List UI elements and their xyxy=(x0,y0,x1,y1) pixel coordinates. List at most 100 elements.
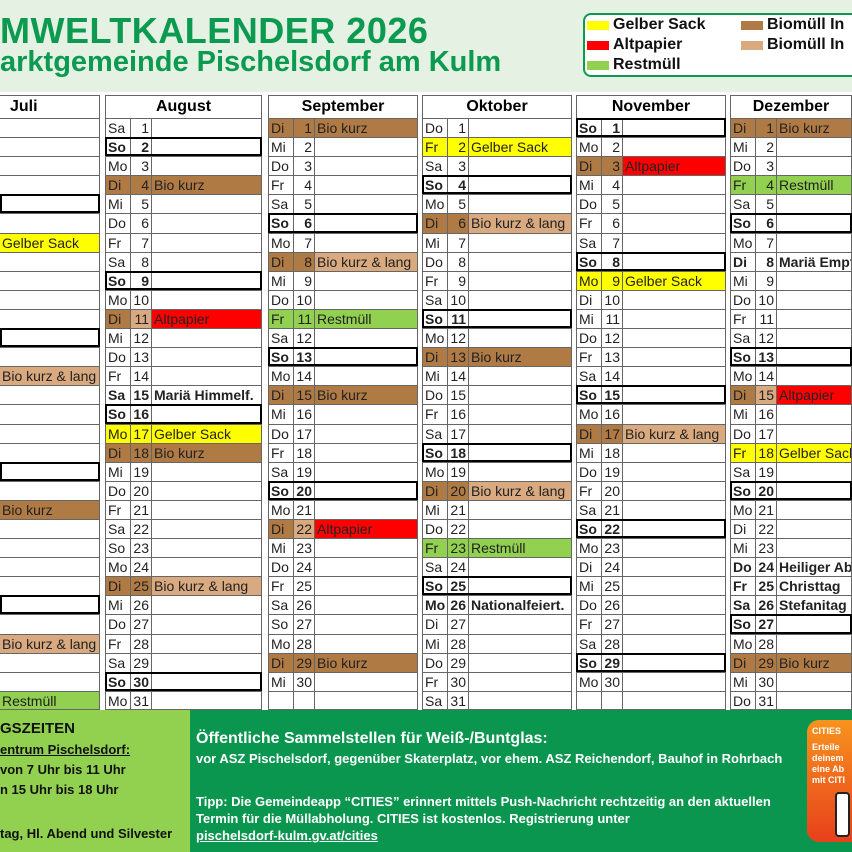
day-row[interactable]: Fr 23 Restmüll xyxy=(422,538,572,558)
day-row[interactable]: Do 6 xyxy=(105,213,262,233)
day-row[interactable]: Mo 21 xyxy=(730,499,852,519)
day-row[interactable]: Mo 19 xyxy=(422,461,572,481)
day-row[interactable]: Fr 27 xyxy=(576,614,726,634)
day-row[interactable]: Fr 25 xyxy=(268,576,418,596)
day-row[interactable]: Do 13 xyxy=(105,347,262,367)
day-row[interactable]: Fr 11 xyxy=(730,308,852,329)
day-row[interactable]: Do 8 xyxy=(422,251,572,271)
day-row[interactable]: So 6 xyxy=(268,213,418,233)
day-row[interactable]: Do 1 xyxy=(422,118,572,138)
day-row[interactable]: Di 13 Bio kurz xyxy=(422,347,572,367)
day-row[interactable]: Mo 10 xyxy=(105,289,262,309)
day-row[interactable]: So 1 xyxy=(576,118,726,138)
day-row[interactable]: Mi 4 xyxy=(576,175,726,195)
day-row[interactable]: Do 17 xyxy=(268,423,418,443)
day-row[interactable]: Mo 28 xyxy=(730,633,852,653)
day-row[interactable] xyxy=(0,156,100,176)
day-row[interactable] xyxy=(0,557,100,577)
day-row[interactable]: Do 5 xyxy=(576,194,726,214)
day-row[interactable] xyxy=(0,137,100,157)
day-row[interactable]: Mo 31 xyxy=(105,690,262,710)
day-row[interactable]: Di 22 xyxy=(730,518,852,539)
day-row[interactable] xyxy=(0,404,100,424)
day-row[interactable]: Di 6 Bio kurz & lang xyxy=(422,213,572,233)
day-row[interactable]: Mo 16 xyxy=(576,404,726,424)
day-row[interactable]: So 13 xyxy=(268,347,418,367)
day-row[interactable]: Mo 5 xyxy=(422,194,572,214)
day-row[interactable]: Sa 29 xyxy=(105,652,262,672)
day-row[interactable]: Mi 28 xyxy=(422,633,572,653)
day-row[interactable]: So 22 xyxy=(576,518,726,539)
day-row[interactable]: Mo 26 Nationalfeiert. xyxy=(422,595,572,615)
day-row[interactable]: Mi 5 xyxy=(105,194,262,214)
day-row[interactable]: Di 8 Bio kurz & lang xyxy=(268,251,418,271)
day-row[interactable] xyxy=(576,690,726,710)
day-row[interactable]: Do 17 xyxy=(730,423,852,443)
day-row[interactable]: Di 3 Altpapier xyxy=(576,156,726,176)
day-row[interactable]: Mi 9 xyxy=(268,270,418,290)
day-row[interactable]: Fr 4 Restmüll xyxy=(730,175,852,195)
day-row[interactable]: Mo 17 Gelber Sack xyxy=(105,423,262,443)
day-row[interactable]: Mi 30 xyxy=(268,671,418,691)
day-row[interactable]: Sa 19 xyxy=(730,461,852,481)
day-row[interactable]: Mo 7 xyxy=(730,232,852,252)
day-row[interactable]: Fr 25 Christtag xyxy=(730,576,852,596)
day-row[interactable]: Sa 17 xyxy=(422,423,572,443)
day-row[interactable] xyxy=(0,328,100,348)
day-row[interactable]: Fr 2 Gelber Sack xyxy=(422,137,572,157)
day-row[interactable]: Do 15 xyxy=(422,385,572,405)
day-row[interactable]: Mi 18 xyxy=(576,442,726,462)
day-row[interactable]: Mi 23 xyxy=(268,538,418,558)
day-row[interactable]: Fr 6 xyxy=(576,213,726,233)
day-row[interactable]: Di 27 xyxy=(422,614,572,634)
day-row[interactable]: Sa 31 xyxy=(422,690,572,710)
day-row[interactable]: So 27 xyxy=(730,614,852,634)
day-row[interactable]: Do 19 xyxy=(576,461,726,481)
day-row[interactable]: Fr 4 xyxy=(268,175,418,195)
day-row[interactable]: Di 29 Bio kurz xyxy=(730,652,852,672)
day-row[interactable]: Sa 26 Stefanitag xyxy=(730,595,852,615)
cities-app-promo[interactable]: CITIES Erteile deinem eine Ab mit CITI xyxy=(807,720,852,842)
day-row[interactable]: So 18 xyxy=(422,442,572,462)
day-row[interactable] xyxy=(0,480,100,500)
day-row[interactable] xyxy=(0,118,100,138)
day-row[interactable]: So 8 xyxy=(576,251,726,271)
day-row[interactable]: Fr 18 Gelber Sack xyxy=(730,442,852,462)
day-row[interactable]: Di 17 Bio kurz & lang xyxy=(576,423,726,443)
day-row[interactable]: Di 1 Bio kurz xyxy=(268,118,418,138)
day-row[interactable]: Fr 20 xyxy=(576,480,726,500)
day-row[interactable]: Bio kurz & lang xyxy=(0,633,100,653)
day-row[interactable]: Do 3 xyxy=(730,156,852,176)
day-row[interactable]: Di 8 Mariä Empf xyxy=(730,251,852,271)
day-row[interactable]: Di 24 xyxy=(576,557,726,577)
day-row[interactable]: Fr 30 xyxy=(422,671,572,691)
day-row[interactable]: So 20 xyxy=(268,480,418,500)
day-row[interactable]: Sa 5 xyxy=(268,194,418,214)
day-row[interactable]: Fr 16 xyxy=(422,404,572,424)
day-row[interactable]: So 29 xyxy=(576,652,726,672)
day-row[interactable]: Do 22 xyxy=(422,518,572,539)
day-row[interactable]: Mo 14 xyxy=(730,366,852,386)
day-row[interactable]: Sa 24 xyxy=(422,557,572,577)
day-row[interactable]: Sa 12 xyxy=(730,328,852,348)
day-row[interactable] xyxy=(268,690,418,710)
day-row[interactable] xyxy=(0,175,100,195)
day-row[interactable]: So 4 xyxy=(422,175,572,195)
day-row[interactable]: Mo 30 xyxy=(576,671,726,691)
day-row[interactable]: Do 10 xyxy=(268,289,418,309)
day-row[interactable] xyxy=(0,518,100,539)
day-row[interactable]: Mi 11 xyxy=(576,308,726,329)
day-row[interactable] xyxy=(0,251,100,271)
day-row[interactable]: Mi 9 xyxy=(730,270,852,290)
day-row[interactable]: Fr 11 Restmüll xyxy=(268,308,418,329)
day-row[interactable]: Mi 26 xyxy=(105,595,262,615)
day-row[interactable]: So 2 xyxy=(105,137,262,157)
day-row[interactable]: So 9 xyxy=(105,270,262,290)
day-row[interactable]: So 30 xyxy=(105,671,262,691)
day-row[interactable]: Sa 3 xyxy=(422,156,572,176)
day-row[interactable] xyxy=(0,194,100,214)
day-row[interactable] xyxy=(0,652,100,672)
day-row[interactable]: Mi 16 xyxy=(730,404,852,424)
day-row[interactable] xyxy=(0,347,100,367)
day-row[interactable]: Fr 13 xyxy=(576,347,726,367)
